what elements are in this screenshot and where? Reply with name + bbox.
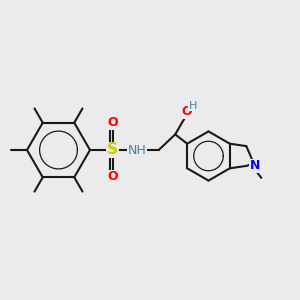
Text: NH: NH	[128, 143, 146, 157]
Text: N: N	[250, 159, 260, 172]
Text: H: H	[189, 101, 197, 111]
Text: O: O	[181, 105, 192, 119]
Text: S: S	[107, 142, 118, 158]
Text: O: O	[107, 116, 118, 130]
Text: O: O	[107, 170, 118, 184]
